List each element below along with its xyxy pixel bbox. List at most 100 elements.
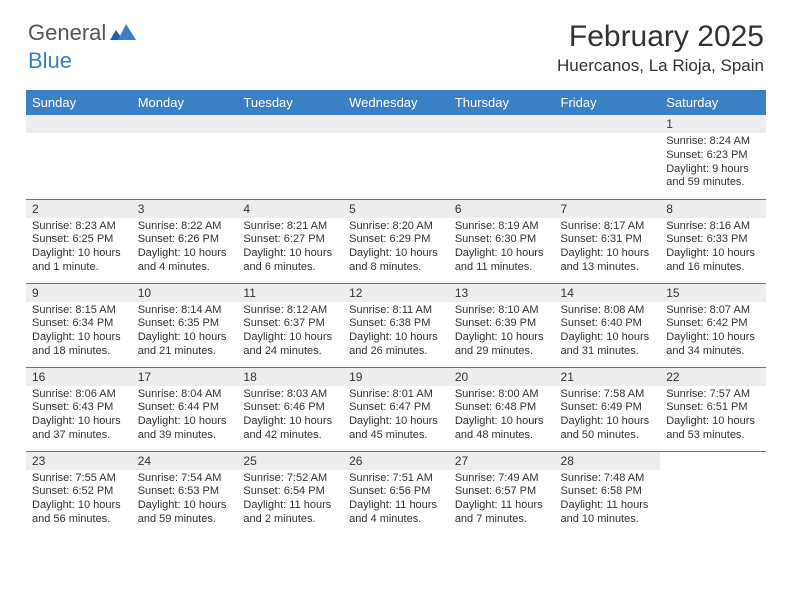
brand-logo: General (28, 20, 138, 46)
sunset-text: Sunset: 6:39 PM (455, 317, 549, 331)
daylight-text: Daylight: 10 hours and 18 minutes. (32, 331, 126, 359)
day-details: Sunrise: 8:06 AMSunset: 6:43 PMDaylight:… (26, 386, 132, 447)
calendar-cell (26, 115, 132, 199)
daylight-text: Daylight: 10 hours and 56 minutes. (32, 499, 126, 527)
day-number: 4 (237, 200, 343, 218)
day-number: 20 (449, 368, 555, 386)
weekday-header: Tuesday (237, 90, 343, 115)
day-details: Sunrise: 8:11 AMSunset: 6:38 PMDaylight:… (343, 302, 449, 363)
sunset-text: Sunset: 6:27 PM (243, 233, 337, 247)
sunset-text: Sunset: 6:43 PM (32, 401, 126, 415)
day-details: Sunrise: 8:04 AMSunset: 6:44 PMDaylight:… (132, 386, 238, 447)
calendar-cell: 23Sunrise: 7:55 AMSunset: 6:52 PMDayligh… (26, 451, 132, 535)
calendar-cell: 14Sunrise: 8:08 AMSunset: 6:40 PMDayligh… (555, 283, 661, 367)
calendar-cell: 2Sunrise: 8:23 AMSunset: 6:25 PMDaylight… (26, 199, 132, 283)
day-details: Sunrise: 7:58 AMSunset: 6:49 PMDaylight:… (555, 386, 661, 447)
day-number: 15 (660, 284, 766, 302)
day-number: 21 (555, 368, 661, 386)
sunrise-text: Sunrise: 8:01 AM (349, 388, 443, 402)
calendar-cell: 5 Sunrise: 8:20 AMSunset: 6:29 PMDaylight… (343, 199, 449, 283)
daylight-text: Daylight: 11 hours and 10 minutes. (561, 499, 655, 527)
day-number: 7 (555, 200, 661, 218)
sunset-text: Sunset: 6:35 PM (138, 317, 232, 331)
sunset-text: Sunset: 6:57 PM (455, 485, 549, 499)
calendar-body: 1Sunrise: 8:24 AMSunset: 6:23 PMDaylight… (26, 115, 766, 535)
day-number: 18 (237, 368, 343, 386)
day-number: 14 (555, 284, 661, 302)
sunset-text: Sunset: 6:46 PM (243, 401, 337, 415)
day-details: Sunrise: 8:21 AMSunset: 6:27 PMDaylight:… (237, 218, 343, 279)
sunrise-text: Sunrise: 7:57 AM (666, 388, 760, 402)
weekday-header: Wednesday (343, 90, 449, 115)
sunrise-text: Sunrise: 7:51 AM (349, 472, 443, 486)
day-details: Sunrise: 7:54 AMSunset: 6:53 PMDaylight:… (132, 470, 238, 531)
sunset-text: Sunset: 6:49 PM (561, 401, 655, 415)
calendar-cell (132, 115, 238, 199)
page-header: General February 2025 Huercanos, La Rioj… (0, 0, 792, 82)
day-details: Sunrise: 8:15 AMSunset: 6:34 PMDaylight:… (26, 302, 132, 363)
daylight-text: Daylight: 11 hours and 2 minutes. (243, 499, 337, 527)
sunrise-text: Sunrise: 8:21 AM (243, 220, 337, 234)
sunset-text: Sunset: 6:40 PM (561, 317, 655, 331)
calendar-cell (660, 451, 766, 535)
empty-daynum (449, 115, 555, 133)
day-number: 12 (343, 284, 449, 302)
daylight-text: Daylight: 10 hours and 21 minutes. (138, 331, 232, 359)
sunrise-text: Sunrise: 8:20 AM (349, 220, 443, 234)
day-details: Sunrise: 8:10 AMSunset: 6:39 PMDaylight:… (449, 302, 555, 363)
calendar-cell: 20Sunrise: 8:00 AMSunset: 6:48 PMDayligh… (449, 367, 555, 451)
calendar-cell: 24Sunrise: 7:54 AMSunset: 6:53 PMDayligh… (132, 451, 238, 535)
daylight-text: Daylight: 10 hours and 31 minutes. (561, 331, 655, 359)
brand-word-general: General (28, 20, 106, 46)
calendar-cell: 9Sunrise: 8:15 AMSunset: 6:34 PMDaylight… (26, 283, 132, 367)
day-number: 13 (449, 284, 555, 302)
day-number: 19 (343, 368, 449, 386)
day-number: 5 (343, 200, 449, 218)
day-details: Sunrise: 8:23 AMSunset: 6:25 PMDaylight:… (26, 218, 132, 279)
sunrise-text: Sunrise: 8:16 AM (666, 220, 760, 234)
day-number: 27 (449, 452, 555, 470)
day-number: 1 (660, 115, 766, 133)
sunset-text: Sunset: 6:29 PM (349, 233, 443, 247)
calendar-cell: 11Sunrise: 8:12 AMSunset: 6:37 PMDayligh… (237, 283, 343, 367)
sunrise-text: Sunrise: 7:48 AM (561, 472, 655, 486)
daylight-text: Daylight: 10 hours and 37 minutes. (32, 415, 126, 443)
day-number: 10 (132, 284, 238, 302)
day-number: 9 (26, 284, 132, 302)
daylight-text: Daylight: 10 hours and 8 minutes. (349, 247, 443, 275)
day-details: Sunrise: 8:22 AMSunset: 6:26 PMDaylight:… (132, 218, 238, 279)
sunrise-text: Sunrise: 7:58 AM (561, 388, 655, 402)
sunrise-text: Sunrise: 8:11 AM (349, 304, 443, 318)
day-details: Sunrise: 8:19 AMSunset: 6:30 PMDaylight:… (449, 218, 555, 279)
sunrise-text: Sunrise: 7:54 AM (138, 472, 232, 486)
calendar-cell: 22Sunrise: 7:57 AMSunset: 6:51 PMDayligh… (660, 367, 766, 451)
day-details: Sunrise: 8:12 AMSunset: 6:37 PMDaylight:… (237, 302, 343, 363)
empty-daynum (26, 115, 132, 133)
calendar-cell (555, 115, 661, 199)
calendar-cell: 26Sunrise: 7:51 AMSunset: 6:56 PMDayligh… (343, 451, 449, 535)
empty-daynum (555, 115, 661, 133)
day-details: Sunrise: 8:08 AMSunset: 6:40 PMDaylight:… (555, 302, 661, 363)
weekday-header: Saturday (660, 90, 766, 115)
sunrise-text: Sunrise: 8:00 AM (455, 388, 549, 402)
calendar-cell: 8Sunrise: 8:16 AMSunset: 6:33 PMDaylight… (660, 199, 766, 283)
sunrise-text: Sunrise: 8:04 AM (138, 388, 232, 402)
sunrise-text: Sunrise: 8:03 AM (243, 388, 337, 402)
sunrise-text: Sunrise: 8:06 AM (32, 388, 126, 402)
day-details: Sunrise: 7:57 AMSunset: 6:51 PMDaylight:… (660, 386, 766, 447)
month-title: February 2025 (557, 20, 764, 54)
daylight-text: Daylight: 10 hours and 6 minutes. (243, 247, 337, 275)
calendar-cell: 6Sunrise: 8:19 AMSunset: 6:30 PMDaylight… (449, 199, 555, 283)
empty-daynum (343, 115, 449, 133)
day-number: 6 (449, 200, 555, 218)
day-number: 24 (132, 452, 238, 470)
brand-mark-icon (110, 22, 136, 45)
sunrise-text: Sunrise: 8:23 AM (32, 220, 126, 234)
day-details: Sunrise: 8:00 AMSunset: 6:48 PMDaylight:… (449, 386, 555, 447)
daylight-text: Daylight: 10 hours and 26 minutes. (349, 331, 443, 359)
weekday-header: Sunday (26, 90, 132, 115)
sunrise-text: Sunrise: 7:55 AM (32, 472, 126, 486)
weekday-header: Thursday (449, 90, 555, 115)
calendar-cell: 18Sunrise: 8:03 AMSunset: 6:46 PMDayligh… (237, 367, 343, 451)
sunset-text: Sunset: 6:31 PM (561, 233, 655, 247)
